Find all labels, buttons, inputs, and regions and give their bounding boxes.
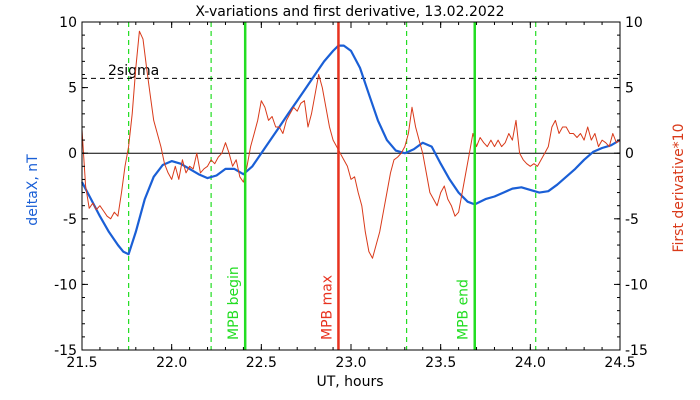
y-tick-label-right: -5 — [625, 212, 639, 228]
x-tick-label: 24.5 — [604, 355, 635, 371]
x-tick-label: 23.0 — [335, 355, 366, 371]
dashed-marker-layer — [128, 22, 537, 350]
y-tick-label-right: 5 — [625, 81, 634, 97]
y-tick-label-right: -15 — [625, 343, 648, 359]
x-tick-label: 22.5 — [246, 355, 277, 371]
y-tick-label-left: 5 — [68, 81, 77, 97]
x-tick-label: 22.0 — [156, 355, 187, 371]
x-axis-label: UT, hours — [316, 374, 383, 390]
y-axis-label-right: First derivative*10 — [671, 123, 687, 252]
x-tick-label: 21.5 — [66, 355, 97, 371]
x-tick-label: 23.5 — [425, 355, 456, 371]
series-line-deltaX — [81, 44, 621, 256]
reference-lines-layer — [82, 77, 620, 154]
y-tick-label-left: 0 — [68, 146, 77, 162]
y-tick-label-right: 0 — [625, 146, 634, 162]
series-layer — [81, 30, 621, 259]
y-tick-label-left: -5 — [63, 212, 77, 228]
y-tick-label-left: -10 — [54, 277, 77, 293]
sigma-label: 2sigma — [108, 63, 159, 79]
axes-layer: 21.5 22.0 22.5 23.0 23.5 24.0 24.5 10 5 0 -5 -10 -15… — [54, 15, 648, 371]
y-axis-label-left: deltaX, nT — [25, 154, 41, 226]
y-tick-label-right: 10 — [625, 15, 643, 31]
y-tick-label-left: -15 — [54, 343, 77, 359]
x-tick-label: 24.0 — [515, 355, 546, 371]
y-tick-label-left: 10 — [59, 15, 77, 31]
y-tick-label-right: -10 — [625, 277, 648, 293]
mpb-begin-label: MPB begin — [226, 266, 242, 340]
chart-title: X-variations and first derivative, 13.02… — [195, 4, 504, 20]
mpb-max-label: MPB max — [319, 275, 335, 340]
mpb-end-label: MPB end — [456, 279, 472, 340]
marker-layer: MPB begin MPB max MPB end — [226, 22, 476, 350]
plot-frame — [81, 21, 621, 351]
series-line-derivative — [81, 30, 621, 259]
